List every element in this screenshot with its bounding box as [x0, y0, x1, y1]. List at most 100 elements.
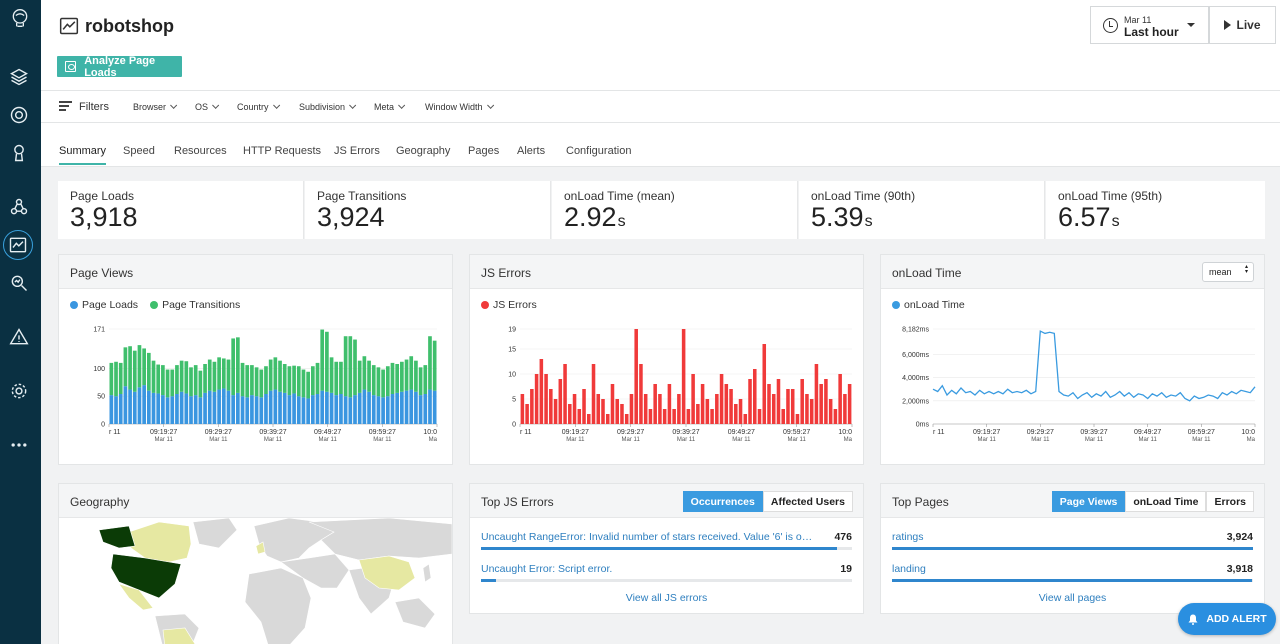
toggle-occurrences[interactable]: Occurrences: [682, 491, 763, 512]
bar-page-transitions: [339, 361, 343, 394]
legend-item-js-errors[interactable]: JS Errors: [481, 299, 537, 311]
bar-page-transitions: [296, 366, 301, 397]
view-all-pages-link[interactable]: View all pages: [1038, 592, 1107, 604]
analyze-icon[interactable]: [8, 272, 30, 294]
tab-alerts[interactable]: Alerts: [517, 145, 546, 157]
map-land-middle-east: [280, 553, 350, 589]
bar-page-loads: [357, 392, 362, 424]
count-bar-fill: [481, 547, 838, 550]
live-label: Live: [1236, 18, 1261, 32]
js-errors-panel: JS Errors JS Errors 0 5 10 15 19 r 11 09:19:27…: [469, 254, 864, 465]
tab-speed[interactable]: Speed: [123, 145, 155, 157]
tab-pages[interactable]: Pages: [468, 145, 500, 157]
bar-page-loads: [236, 392, 240, 424]
list-item[interactable]: landing 3,918: [892, 556, 1253, 582]
tab-resources[interactable]: Resources: [174, 145, 227, 157]
filter-window-width-dropdown[interactable]: Window Width: [425, 102, 491, 112]
events-warning-icon[interactable]: [8, 326, 30, 348]
page-name[interactable]: ratings: [892, 531, 924, 543]
x-tick-label: 09:29:27: [205, 429, 232, 436]
bar-page-loads: [264, 394, 268, 424]
instana-logo-icon[interactable]: [7, 5, 33, 31]
bar-page-transitions: [315, 362, 320, 394]
legend-item-onload-time[interactable]: onLoad Time: [892, 299, 965, 311]
bar-js-errors: [800, 379, 804, 424]
bar-js-errors: [715, 394, 719, 424]
analyze-page-loads-button[interactable]: Analyze Page Loads: [57, 55, 182, 79]
bar-js-errors: [833, 409, 838, 424]
add-alert-button[interactable]: ADD ALERT: [1178, 603, 1276, 635]
onload-time-chart[interactable]: 0ms 2,000ms 4,000ms 6,000ms 8,182ms r 11 09:19…: [881, 317, 1264, 444]
js-error-name[interactable]: Uncaught Error: Script error.: [481, 563, 613, 575]
bar-page-loads: [207, 390, 212, 424]
toggle-affected-users[interactable]: Affected Users: [762, 491, 853, 512]
x-tick-sublabel: Mar 11: [677, 437, 696, 443]
onload-aggregation-select[interactable]: mean: [1202, 262, 1254, 282]
bar-page-loads: [193, 395, 198, 424]
bar-page-transitions: [231, 338, 236, 396]
bar-page-loads: [151, 392, 156, 424]
platforms-icon[interactable]: [8, 104, 30, 126]
more-icon[interactable]: [8, 434, 30, 456]
panel-title: Top Pages: [892, 495, 949, 509]
view-all-js-errors-link[interactable]: View all JS errors: [625, 592, 708, 604]
bar-js-errors: [805, 394, 809, 424]
analyze-icon: [65, 61, 77, 72]
map-canada: [128, 521, 192, 563]
tab-js-errors[interactable]: JS Errors: [334, 145, 380, 157]
tab-http-requests[interactable]: HTTP Requests: [243, 145, 322, 157]
bar-js-errors: [686, 409, 691, 424]
bar-page-loads: [189, 396, 193, 424]
filter-meta-dropdown[interactable]: Meta: [374, 102, 402, 112]
filters-label[interactable]: Filters: [79, 101, 109, 113]
filter-country-dropdown[interactable]: Country: [237, 102, 277, 112]
websites-icon[interactable]: [3, 230, 33, 260]
tab-configuration[interactable]: Configuration: [566, 145, 632, 157]
bar-page-transitions: [428, 336, 432, 390]
onload-legend: onLoad Time: [892, 299, 965, 311]
bar-js-errors: [539, 359, 544, 424]
services-map-icon[interactable]: [8, 196, 30, 218]
legend-item-page-loads[interactable]: Page Loads: [70, 299, 138, 311]
infrastructure-icon[interactable]: [8, 142, 30, 164]
filter-subdivision-dropdown[interactable]: Subdivision: [299, 102, 353, 112]
toggle-errors[interactable]: Errors: [1206, 491, 1254, 512]
bar-page-transitions: [325, 331, 329, 392]
bar-js-errors: [724, 384, 729, 424]
list-item[interactable]: Uncaught RangeError: Invalid number of s…: [481, 524, 852, 550]
bar-page-transitions: [414, 360, 418, 392]
applications-icon[interactable]: [8, 66, 30, 88]
filter-os-dropdown[interactable]: OS: [195, 102, 216, 112]
world-map[interactable]: [59, 518, 452, 644]
bar-js-errors: [605, 414, 610, 424]
filter-browser-dropdown[interactable]: Browser: [133, 102, 174, 112]
y-tick-label: 0: [512, 422, 516, 429]
bar-js-errors: [624, 414, 629, 424]
bar-page-loads: [343, 396, 348, 424]
bar-page-transitions: [114, 361, 118, 397]
bar-js-errors: [710, 409, 714, 424]
bar-page-loads: [329, 392, 334, 424]
time-range-picker[interactable]: Mar 11 Last hour: [1090, 6, 1209, 44]
bar-page-transitions: [245, 365, 250, 398]
bar-page-loads: [376, 396, 381, 424]
filter-lines-icon[interactable]: [59, 101, 72, 111]
js-error-name[interactable]: Uncaught RangeError: Invalid number of s…: [481, 531, 814, 543]
bar-js-errors: [587, 414, 591, 424]
clock-icon: [1103, 18, 1118, 33]
list-item[interactable]: ratings 3,924: [892, 524, 1253, 550]
tab-summary[interactable]: Summary: [59, 145, 107, 165]
toggle-page-views[interactable]: Page Views: [1051, 491, 1126, 512]
tab-geography[interactable]: Geography: [396, 145, 451, 157]
legend-item-page-transitions[interactable]: Page Transitions: [150, 299, 240, 311]
bar-page-loads: [423, 394, 428, 424]
live-button[interactable]: Live: [1209, 6, 1276, 44]
page-name[interactable]: landing: [892, 563, 926, 575]
toggle-onload-time[interactable]: onLoad Time: [1125, 491, 1207, 512]
bar-page-transitions: [207, 359, 212, 391]
bar-page-loads: [414, 391, 418, 424]
list-item[interactable]: Uncaught Error: Script error. 19: [481, 556, 852, 582]
settings-gear-icon[interactable]: [8, 380, 30, 402]
